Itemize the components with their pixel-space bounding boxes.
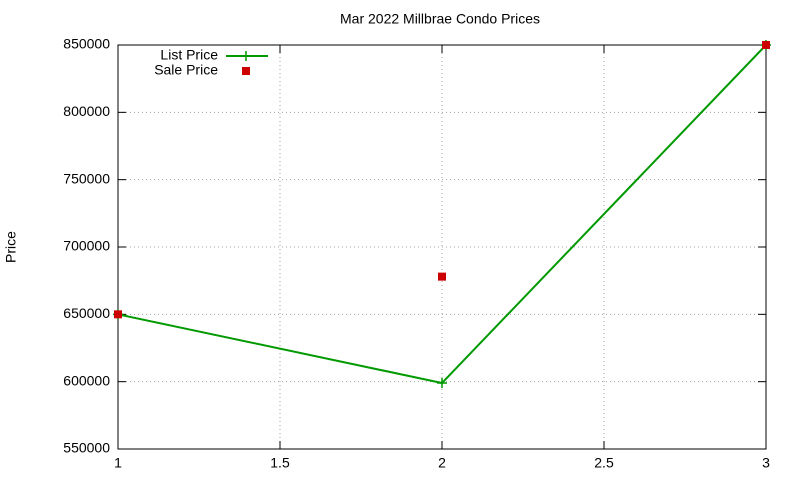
y-tick-label: 650000 bbox=[63, 305, 110, 321]
plot-frame bbox=[117, 44, 767, 450]
legend-marker bbox=[241, 51, 251, 61]
legend-marker bbox=[242, 67, 250, 75]
x-tick-label: 1 bbox=[114, 455, 122, 471]
x-tick-label: 2 bbox=[438, 455, 446, 471]
y-tick-label: 750000 bbox=[63, 170, 110, 186]
data-point bbox=[762, 41, 770, 49]
y-tick-label: 700000 bbox=[63, 238, 110, 254]
chart-title: Mar 2022 Millbrae Condo Prices bbox=[340, 11, 540, 27]
x-tick-label: 1.5 bbox=[270, 455, 290, 471]
legend-label: List Price bbox=[160, 47, 218, 63]
series-line bbox=[117, 44, 767, 385]
y-tick-label: 600000 bbox=[63, 372, 110, 388]
x-tick-label: 2.5 bbox=[594, 455, 614, 471]
y-axis-label: Price bbox=[3, 231, 19, 263]
y-tick-label: 850000 bbox=[63, 36, 110, 52]
data-point bbox=[437, 378, 447, 389]
data-point bbox=[438, 272, 446, 281]
data-point bbox=[114, 310, 122, 319]
x-tick-label: 3 bbox=[762, 455, 770, 471]
y-tick-label: 800000 bbox=[63, 103, 110, 119]
y-tick-label: 550000 bbox=[63, 440, 110, 456]
legend-label: Sale Price bbox=[154, 62, 218, 78]
